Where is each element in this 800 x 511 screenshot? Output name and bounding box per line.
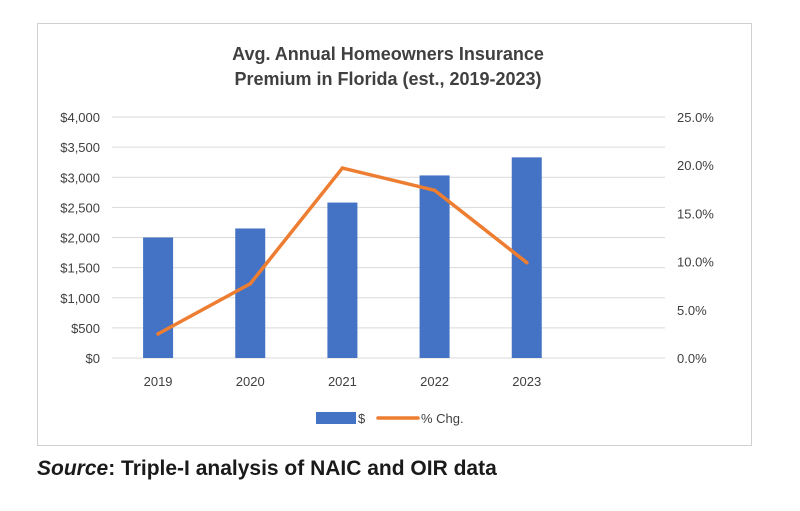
- y-left-tick-label: $3,500: [60, 140, 100, 155]
- line-point: [432, 188, 437, 193]
- line-point: [524, 260, 529, 265]
- line-point: [248, 281, 253, 286]
- x-tick-label: 2021: [328, 374, 357, 389]
- y-right-tick-label: 20.0%: [677, 158, 714, 173]
- bar: [419, 175, 450, 358]
- bar: [327, 202, 358, 358]
- chart-title-line: Premium in Florida (est., 2019-2023): [234, 69, 541, 89]
- y-left-tick-label: $500: [71, 321, 100, 336]
- source-caption: Source: Triple-I analysis of NAIC and OI…: [37, 457, 497, 481]
- line-point: [340, 166, 345, 170]
- y-left-tick-label: $4,000: [60, 110, 100, 125]
- bar: [143, 237, 174, 358]
- x-tick-label: 2022: [420, 374, 449, 389]
- y-right-tick-label: 15.0%: [677, 206, 714, 221]
- y-left-tick-label: $0: [86, 351, 100, 366]
- x-tick-label: 2023: [512, 374, 541, 389]
- x-tick-label: 2019: [144, 374, 173, 389]
- y-right-tick-label: 0.0%: [677, 351, 707, 366]
- y-right-tick-label: 25.0%: [677, 110, 714, 125]
- y-left-tick-label: $1,000: [60, 291, 100, 306]
- x-tick-label: 2020: [236, 374, 265, 389]
- source-text: : Triple-I analysis of NAIC and OIR data: [108, 457, 497, 480]
- source-label: Source: [37, 457, 109, 480]
- bar: [235, 228, 266, 358]
- legend-swatch-bar: [316, 412, 356, 424]
- y-left-tick-label: $3,000: [60, 170, 100, 185]
- y-right-tick-label: 5.0%: [677, 303, 707, 318]
- legend-label-bar: $: [358, 411, 366, 426]
- y-left-tick-label: $1,500: [60, 261, 100, 276]
- y-left-tick-label: $2,500: [60, 200, 100, 215]
- chart-title-line: Avg. Annual Homeowners Insurance: [232, 44, 544, 64]
- chart-frame: [37, 23, 752, 446]
- y-right-tick-label: 10.0%: [677, 255, 714, 270]
- y-left-tick-label: $2,000: [60, 231, 100, 246]
- bar: [511, 157, 542, 358]
- line-point: [156, 332, 160, 336]
- legend-label-line: % Chg.: [421, 411, 464, 426]
